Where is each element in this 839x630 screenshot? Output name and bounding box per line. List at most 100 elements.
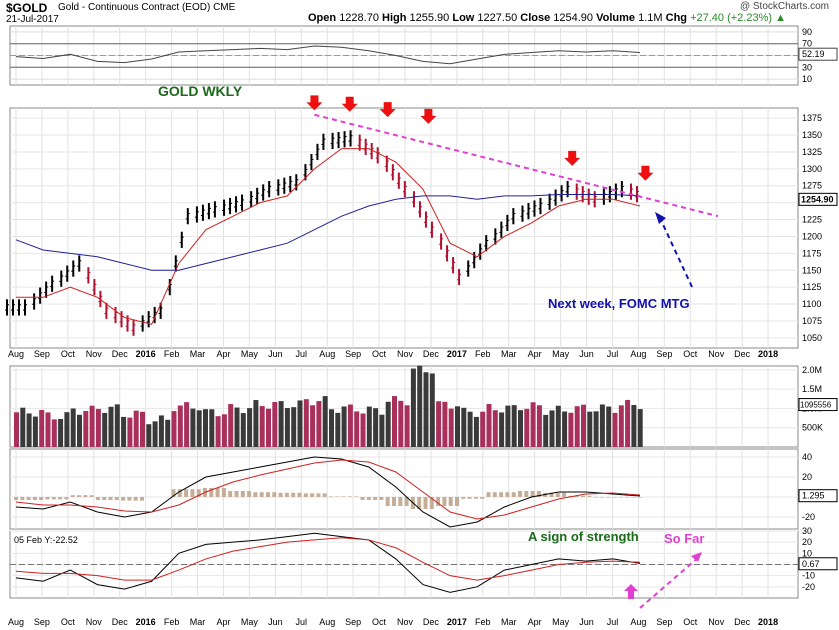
macd-hist-bar [593, 497, 598, 498]
quote-bar: Open 1228.70 High 1255.90 Low 1227.50 Cl… [308, 12, 786, 24]
macd-hist-bar [259, 492, 264, 497]
volume-bar [637, 409, 643, 447]
macd-hist-bar [32, 497, 37, 500]
price-last-value: 1254.90 [801, 194, 834, 204]
vol-last-box [798, 398, 838, 412]
volume-bar [360, 413, 366, 447]
x-tick-label-top: Mar [501, 349, 517, 359]
macd-hist-bar [215, 488, 220, 497]
panel-price [9, 107, 799, 349]
volume-bar [618, 405, 624, 447]
vol-tick-label: 500K [802, 423, 823, 433]
rsi-last-value: 52.19 [802, 49, 825, 59]
exchange: CME [213, 2, 236, 13]
x-tick-label-bottom: Aug [630, 617, 646, 627]
price-tick-label: 1100 [802, 299, 821, 309]
x-tick-label-bottom: Dec [112, 617, 129, 627]
volume-bar [505, 405, 511, 447]
macd-hist-bar [64, 497, 69, 500]
macd-hist-bar [505, 492, 510, 497]
x-tick-label-top: Aug [319, 349, 335, 359]
volume-bar [303, 399, 309, 447]
macd-hist-bar [14, 497, 18, 500]
volume-bar [347, 404, 353, 447]
fomc-annotation: Next week, FOMC MTG [548, 296, 690, 311]
x-tick-label-top: Sep [34, 349, 50, 359]
price-tick-label: 1350 [802, 130, 822, 140]
vol-tick-label: 2.0M [802, 365, 822, 375]
volume-bar [373, 408, 379, 447]
x-tick-label-top: Dec [423, 349, 440, 359]
volume-bar [234, 407, 240, 447]
volume-bar [543, 414, 549, 447]
volume-bar [45, 412, 51, 447]
macd-hist-bar [562, 492, 567, 497]
macd-last-box [798, 489, 838, 503]
macd-hist-bar [209, 488, 214, 497]
macd-hist-bar [511, 492, 516, 497]
macd-hist-bar [417, 497, 422, 509]
macd-hist-bar [253, 492, 258, 497]
x-tick-label-top: Dec [734, 349, 751, 359]
macd-signal-line [15, 459, 641, 520]
volume-bar [240, 413, 246, 447]
volume-bar [524, 408, 530, 447]
volume-bar [436, 401, 442, 447]
x-tick-label-bottom: Nov [397, 617, 414, 627]
volume-bar [536, 405, 542, 447]
price-tick-label: 1225 [802, 215, 822, 225]
macd-tick-label: 20 [802, 472, 812, 482]
macd-hist-bar [234, 491, 239, 497]
rsi-tick-label: 10 [802, 74, 812, 84]
x-tick-label-bottom: Oct [372, 617, 387, 627]
macd-hist-bar [404, 497, 409, 506]
x-tick-label-top: May [552, 349, 570, 359]
macd-hist-bar [335, 496, 340, 497]
volume-bar [606, 406, 612, 447]
volume-bar [114, 404, 120, 447]
volume-value: 1.1M [638, 12, 663, 24]
macd-hist-bar [637, 497, 642, 498]
macd-last-value: 1.295 [802, 491, 825, 501]
volume-bar [392, 396, 397, 447]
macd-hist-bar [284, 492, 289, 497]
chart-header: $GOLD Gold - Continuous Contract (EOD) C… [0, 0, 839, 26]
macd-hist-bar [95, 497, 100, 500]
macd-hist-bar [240, 491, 245, 497]
x-tick-label-bottom: Mar [190, 617, 206, 627]
volume-bar [278, 401, 284, 447]
volume-bar [631, 405, 637, 447]
x-tick-label-bottom: Feb [164, 617, 180, 627]
macd-hist-bar [108, 497, 113, 500]
price-tick-label: 1075 [802, 316, 822, 326]
price-tick-label: 1050 [802, 333, 822, 343]
volume-bar [83, 411, 89, 447]
macd-hist-bar [20, 497, 25, 500]
down-arrow-icon [341, 96, 358, 112]
volume-bar [165, 419, 171, 447]
volume-bar [32, 416, 38, 447]
macd-hist-bar [114, 497, 119, 500]
macd-hist-bar [606, 497, 611, 498]
volume-bar [102, 412, 108, 447]
open-label: Open [308, 12, 337, 24]
volume-bar [562, 411, 568, 447]
x-tick-label-top: Apr [216, 349, 230, 359]
volume-bar [335, 412, 341, 447]
volume-bar [133, 410, 139, 447]
volume-bar [467, 411, 473, 447]
volume-bar [473, 416, 479, 447]
macd-hist-bar [442, 497, 447, 506]
volume-bar [266, 408, 271, 447]
chart-title: GOLD WKLY [158, 83, 243, 99]
macd-hist-bar [518, 491, 522, 497]
watermark[interactable]: @ StockCharts.com [739, 1, 829, 12]
macd-hist-bar [524, 491, 529, 497]
rsi-tick-label: 30 [802, 62, 812, 72]
x-tick-label-top: Aug [630, 349, 646, 359]
macd-hist-bar [329, 496, 333, 497]
so-far-arrow-line [639, 555, 701, 609]
ind-last-box [798, 557, 838, 571]
volume-bar [455, 406, 460, 447]
